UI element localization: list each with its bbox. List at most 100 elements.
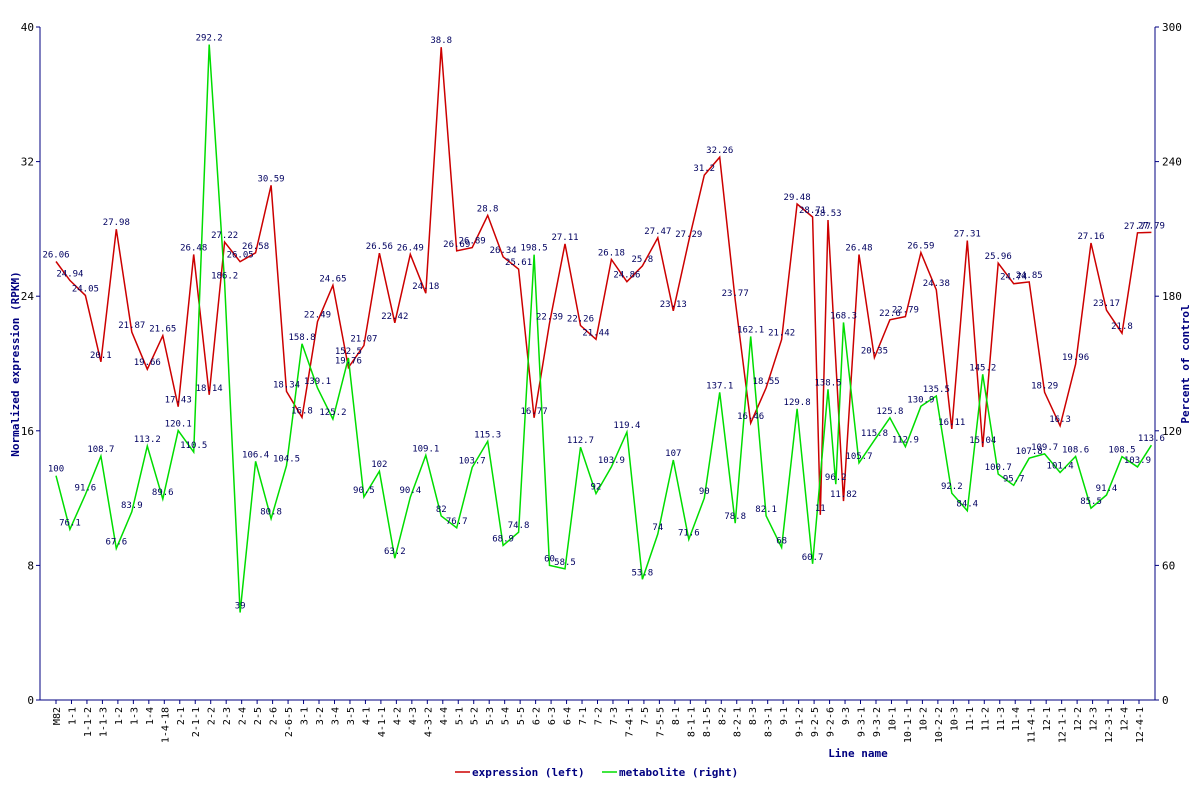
metabolite-data-label: 100.7 xyxy=(985,463,1012,473)
expression-data-label: 26.69 xyxy=(443,240,470,250)
x-tick-label: 4-1-1 xyxy=(377,707,388,737)
metabolite-data-label: 82 xyxy=(436,505,447,515)
expression-data-label: 22.6 xyxy=(879,309,901,319)
x-tick-label: 10-2 xyxy=(918,707,929,731)
x-tick-label: 12-1 xyxy=(1042,707,1053,731)
expression-data-label: 28.8 xyxy=(477,204,499,214)
x-tick-label: 1-3 xyxy=(129,707,140,725)
expression-data-label: 27.47 xyxy=(644,227,671,237)
expression-data-label: 26.56 xyxy=(366,242,393,252)
x-tick-label: 1-2 xyxy=(114,707,125,725)
expression-data-label: 26.18 xyxy=(598,249,625,259)
expression-data-label: 18.29 xyxy=(1031,381,1058,391)
y-tick-label-left: 0 xyxy=(27,694,34,707)
expression-data-label: 24.18 xyxy=(412,282,439,292)
expression-data-label: 24.05 xyxy=(72,284,99,294)
expression-data-label: 26.89 xyxy=(459,237,486,247)
metabolite-data-label: 158.8 xyxy=(288,333,315,343)
metabolite-data-label: 63.2 xyxy=(384,547,406,557)
metabolite-data-label: 112.9 xyxy=(892,436,919,446)
metabolite-data-label: 152.5 xyxy=(335,347,362,357)
x-tick-label: 5-5 xyxy=(516,707,527,725)
metabolite-data-label: 108.7 xyxy=(87,445,114,455)
metabolite-data-label: 89.6 xyxy=(152,488,174,498)
expression-data-label: 16.8 xyxy=(291,406,313,416)
x-tick-label: 7-3 xyxy=(609,707,620,725)
x-tick-label: 2-4 xyxy=(238,707,249,725)
y-axis-label-left: Normalized expression (RPKM) xyxy=(9,271,22,456)
x-tick-label: 4-3-2 xyxy=(423,707,434,737)
metabolite-data-label: 95.7 xyxy=(1003,474,1025,484)
metabolite-data-label: 168.3 xyxy=(830,311,857,321)
expression-data-label: 20.1 xyxy=(90,351,112,361)
metabolite-data-label: 137.1 xyxy=(706,381,733,391)
x-tick-label: 12-3 xyxy=(1089,707,1100,731)
metabolite-data-label: 100 xyxy=(48,465,64,475)
metabolite-data-label: 292.2 xyxy=(196,33,223,43)
x-tick-label: 3-1 xyxy=(300,707,311,725)
x-tick-label: 11-4 xyxy=(1011,707,1022,731)
metabolite-data-label: 90.5 xyxy=(353,486,375,496)
x-tick-label: 2-6-5 xyxy=(284,707,295,737)
metabolite-data-label: 90 xyxy=(699,487,710,497)
expression-data-label: 22.39 xyxy=(536,312,563,322)
legend-label-expression: expression (left) xyxy=(472,766,585,779)
expression-data-label: 27.79 xyxy=(1138,221,1165,231)
metabolite-data-label: 78.8 xyxy=(724,512,746,522)
legend: expression (left) metabolite (right) xyxy=(455,766,738,779)
x-tick-label: 8-1-5 xyxy=(702,707,713,737)
expression-data-label: 29.48 xyxy=(784,193,811,203)
x-tick-label: M82 xyxy=(52,707,63,725)
expression-data-label: 27.22 xyxy=(211,231,238,241)
x-tick-label: 9-3-2 xyxy=(872,707,883,737)
expression-data-label: 22.26 xyxy=(567,314,594,324)
x-tick-label: 7-4-1 xyxy=(624,707,635,737)
data-labels: 26.06 24.94 24.05 20.1 27.98 21.87 19.66 21.65 1… xyxy=(42,33,1164,611)
x-tick-label: 4-3 xyxy=(408,707,419,725)
expression-data-label: 25.96 xyxy=(985,252,1012,262)
y-tick-label-left: 32 xyxy=(21,156,34,169)
metabolite-data-label: 113.2 xyxy=(134,435,161,445)
x-tick-label: 6-2 xyxy=(532,707,543,725)
expression-data-label: 15.04 xyxy=(969,436,996,446)
x-tick-label: 1-4 xyxy=(145,707,156,725)
expression-line xyxy=(55,47,1152,515)
expression-data-label: 18.34 xyxy=(273,380,300,390)
expression-data-label: 21.87 xyxy=(118,321,145,331)
y-tick-label-right: 60 xyxy=(1162,559,1175,572)
expression-data-label: 28.53 xyxy=(814,209,841,219)
expression-data-label: 27.31 xyxy=(954,230,981,240)
metabolite-data-label: 107 xyxy=(665,449,681,459)
x-tick-label: 12-4 xyxy=(1120,707,1131,731)
x-tick-label: 9-3 xyxy=(841,707,852,725)
x-tick-label: 11-1 xyxy=(965,707,976,731)
metabolite-data-label: 108.6 xyxy=(1062,445,1089,455)
x-tick-label: 7-5 xyxy=(640,707,651,725)
x-tick-label: 8-2 xyxy=(717,707,728,725)
expression-data-label: 24.74 xyxy=(1000,273,1027,283)
metabolite-data-label: 145.2 xyxy=(969,363,996,373)
expression-data-label: 19.76 xyxy=(335,357,362,367)
legend-label-metabolite: metabolite (right) xyxy=(619,766,738,779)
expression-data-label: 26.58 xyxy=(242,242,269,252)
metabolite-data-label: 103.9 xyxy=(1124,456,1151,466)
x-axis-label: Line name xyxy=(828,747,888,760)
expression-data-label: 22.49 xyxy=(304,311,331,321)
metabolite-data-label: 186.2 xyxy=(211,271,238,281)
y-tick-label-right: 0 xyxy=(1162,694,1169,707)
metabolite-data-label: 60 xyxy=(544,554,555,564)
metabolite-data-label: 82.1 xyxy=(755,505,777,515)
expression-data-label: 18.14 xyxy=(196,384,223,394)
expression-data-label: 23.77 xyxy=(722,289,749,299)
metabolite-data-label: 58.5 xyxy=(554,558,576,568)
expression-data-label: 31.2 xyxy=(693,164,715,174)
x-tick-label: 5-2 xyxy=(470,707,481,725)
metabolite-data-label: 92 xyxy=(591,483,602,493)
x-tick-label: 3-4 xyxy=(330,707,341,725)
expression-data-label: 32.26 xyxy=(706,146,733,156)
metabolite-data-label: 60.7 xyxy=(802,553,824,563)
metabolite-data-label: 109.1 xyxy=(412,444,439,454)
y-tick-label-left: 16 xyxy=(21,425,34,438)
expression-data-label: 26.59 xyxy=(907,242,934,252)
x-tick-label: 2-3 xyxy=(222,707,233,725)
